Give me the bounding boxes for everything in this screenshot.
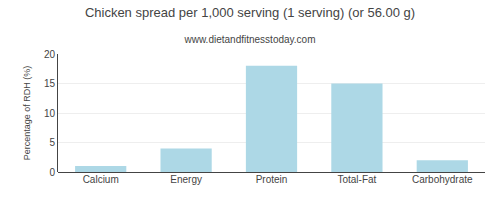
svg-text:Carbohydrate: Carbohydrate <box>412 174 473 185</box>
svg-text:15: 15 <box>44 78 56 89</box>
svg-text:Calcium: Calcium <box>83 174 119 185</box>
svg-text:5: 5 <box>49 137 55 148</box>
svg-text:20: 20 <box>44 49 56 60</box>
svg-text:Percentage of RDH (%): Percentage of RDH (%) <box>22 66 32 161</box>
svg-text:Total-Fat: Total-Fat <box>337 174 376 185</box>
svg-text:Protein: Protein <box>256 174 288 185</box>
svg-text:Energy: Energy <box>170 174 202 185</box>
svg-text:Chicken spread per 1,000 servi: Chicken spread per 1,000 serving (1 serv… <box>85 5 415 20</box>
svg-text:10: 10 <box>44 108 56 119</box>
svg-text:www.dietandfitnesstoday.com: www.dietandfitnesstoday.com <box>184 34 316 45</box>
svg-text:0: 0 <box>49 167 55 178</box>
